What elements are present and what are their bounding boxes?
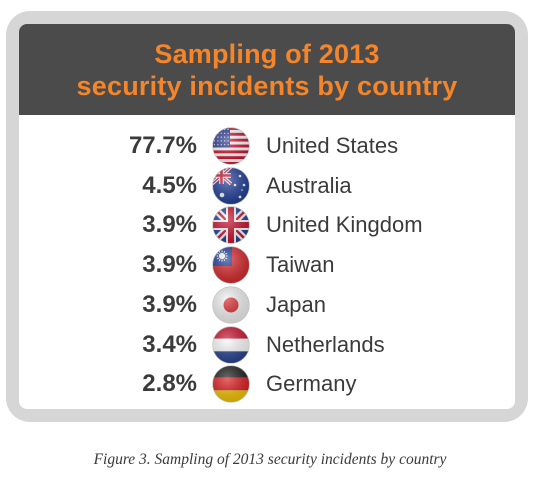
chart-panel: Sampling of 2013 security incidents by c… — [19, 24, 515, 409]
country-row: 3.9% United Kingdom — [19, 205, 515, 245]
country-name: Netherlands — [266, 331, 385, 357]
country-name: Australia — [266, 172, 352, 198]
figure-caption: Figure 3. Sampling of 2013 security inci… — [93, 451, 447, 468]
netherlands-flag-icon — [212, 325, 250, 364]
country-row: 4.5% Australia — [19, 166, 515, 206]
country-name: Germany — [266, 371, 357, 397]
country-row: 3.9% Japan — [19, 285, 515, 325]
us-flag-icon — [212, 127, 250, 165]
percent-value: 2.8% — [142, 370, 197, 398]
country-name: United Kingdom — [266, 212, 423, 238]
japan-flag-icon — [212, 286, 250, 324]
country-row: 3.9% Taiwan — [19, 245, 515, 285]
country-name: Taiwan — [266, 252, 335, 278]
country-row: 77.7% United States — [19, 126, 515, 166]
percent-value: 3.9% — [142, 211, 197, 239]
percent-value: 3.9% — [142, 251, 197, 279]
country-row: 3.4% Netherlands — [19, 325, 515, 365]
taiwan-flag-icon — [212, 246, 250, 284]
country-name: United States — [266, 133, 399, 158]
chart-card: Sampling of 2013 security incidents by c… — [6, 11, 528, 422]
chart-title-line-1: Sampling of 2013 — [154, 38, 380, 69]
uk-flag-icon — [212, 206, 250, 244]
australia-flag-icon — [212, 167, 250, 205]
percent-value: 3.9% — [142, 290, 197, 318]
country-name: Japan — [266, 291, 326, 317]
country-row: 2.8% Germany — [19, 364, 515, 404]
chart-title-line-2: security incidents by country — [76, 70, 458, 101]
germany-flag-icon — [212, 365, 250, 403]
chart-header: Sampling of 2013 security incidents by c… — [19, 24, 515, 115]
percent-value: 4.5% — [142, 171, 197, 199]
percent-value: 77.7% — [128, 132, 197, 159]
percent-value: 3.4% — [142, 330, 197, 358]
